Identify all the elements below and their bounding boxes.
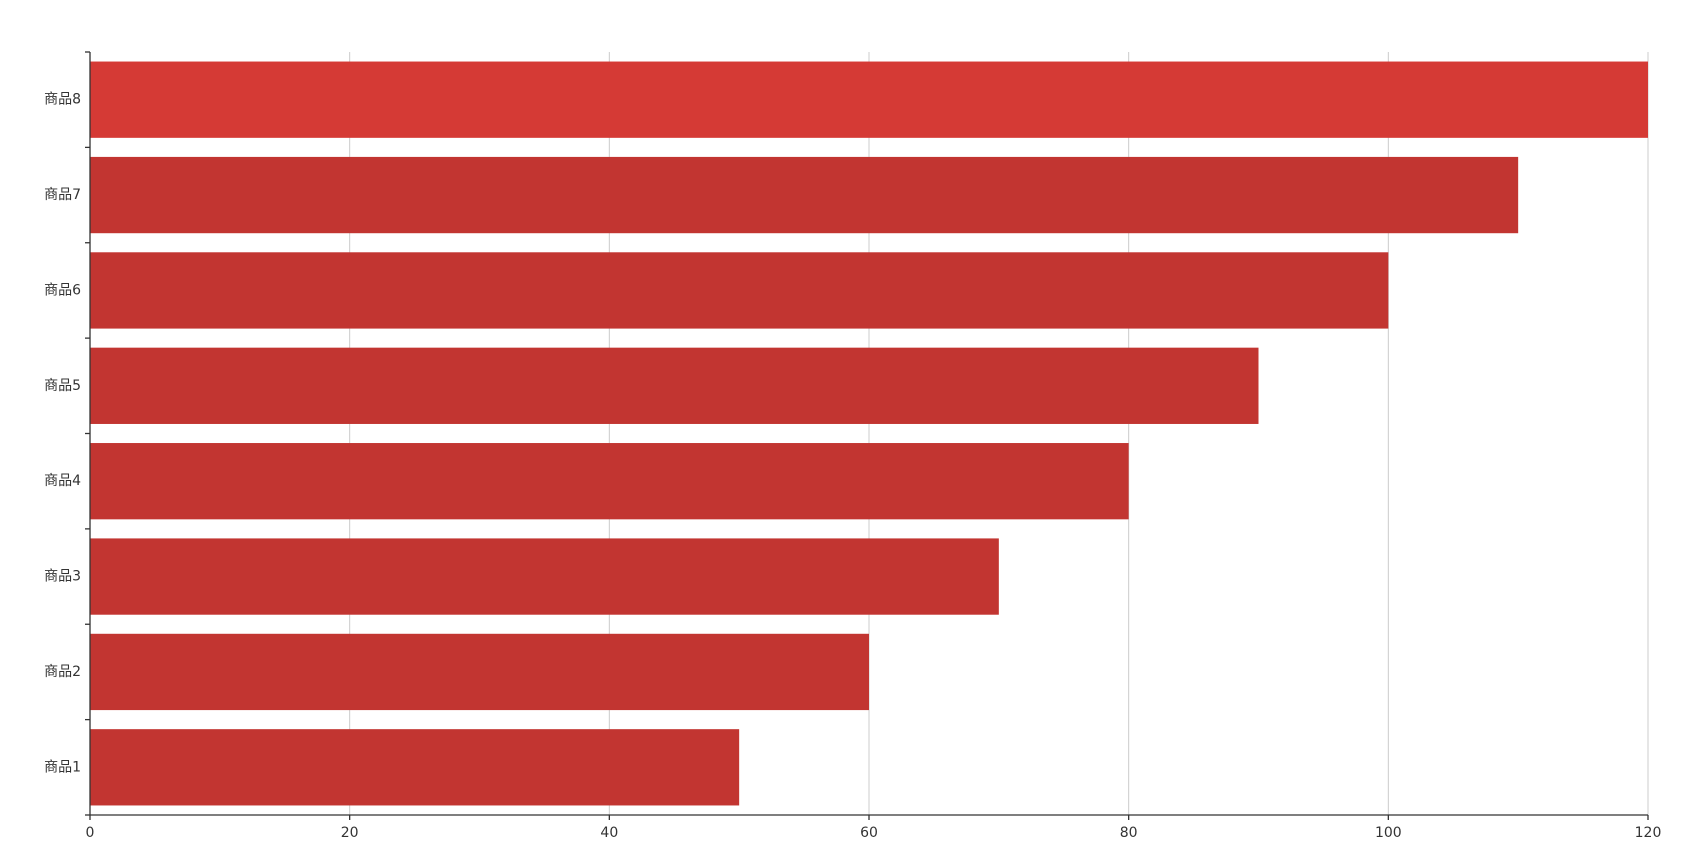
x-tick-label: 20	[341, 825, 359, 841]
y-tick-label: 商品6	[44, 282, 81, 298]
bar-4[interactable]	[90, 443, 1129, 520]
x-tick-label: 120	[1635, 825, 1662, 841]
bar-8[interactable]	[90, 61, 1648, 138]
y-tick-label: 商品2	[44, 664, 81, 680]
x-tick-label: 80	[1120, 825, 1138, 841]
x-tick-label: 40	[600, 825, 618, 841]
x-axis: 0 20 40 60 80 100 120	[86, 814, 1662, 841]
y-tick-label: 商品3	[44, 569, 81, 585]
x-tick-label: 0	[86, 825, 95, 841]
bar-2[interactable]	[90, 633, 869, 711]
y-tick-label: 商品8	[44, 92, 81, 108]
bar-6[interactable]	[90, 252, 1389, 329]
y-axis: 商品1 商品2 商品3 商品4 商品5 商品6 商品7 商品8	[44, 51, 91, 816]
x-tick-label: 60	[860, 825, 878, 841]
x-tick-label: 100	[1375, 825, 1402, 841]
bar-series	[90, 61, 1648, 806]
bar-7[interactable]	[90, 156, 1519, 234]
bar-5[interactable]	[90, 347, 1259, 424]
y-tick-label: 商品4	[44, 473, 81, 489]
y-tick-label: 商品1	[44, 759, 81, 775]
y-tick-label: 商品7	[44, 187, 81, 203]
y-tick-label: 商品5	[44, 378, 81, 394]
bar-3[interactable]	[90, 538, 999, 615]
bar-1[interactable]	[90, 729, 740, 806]
